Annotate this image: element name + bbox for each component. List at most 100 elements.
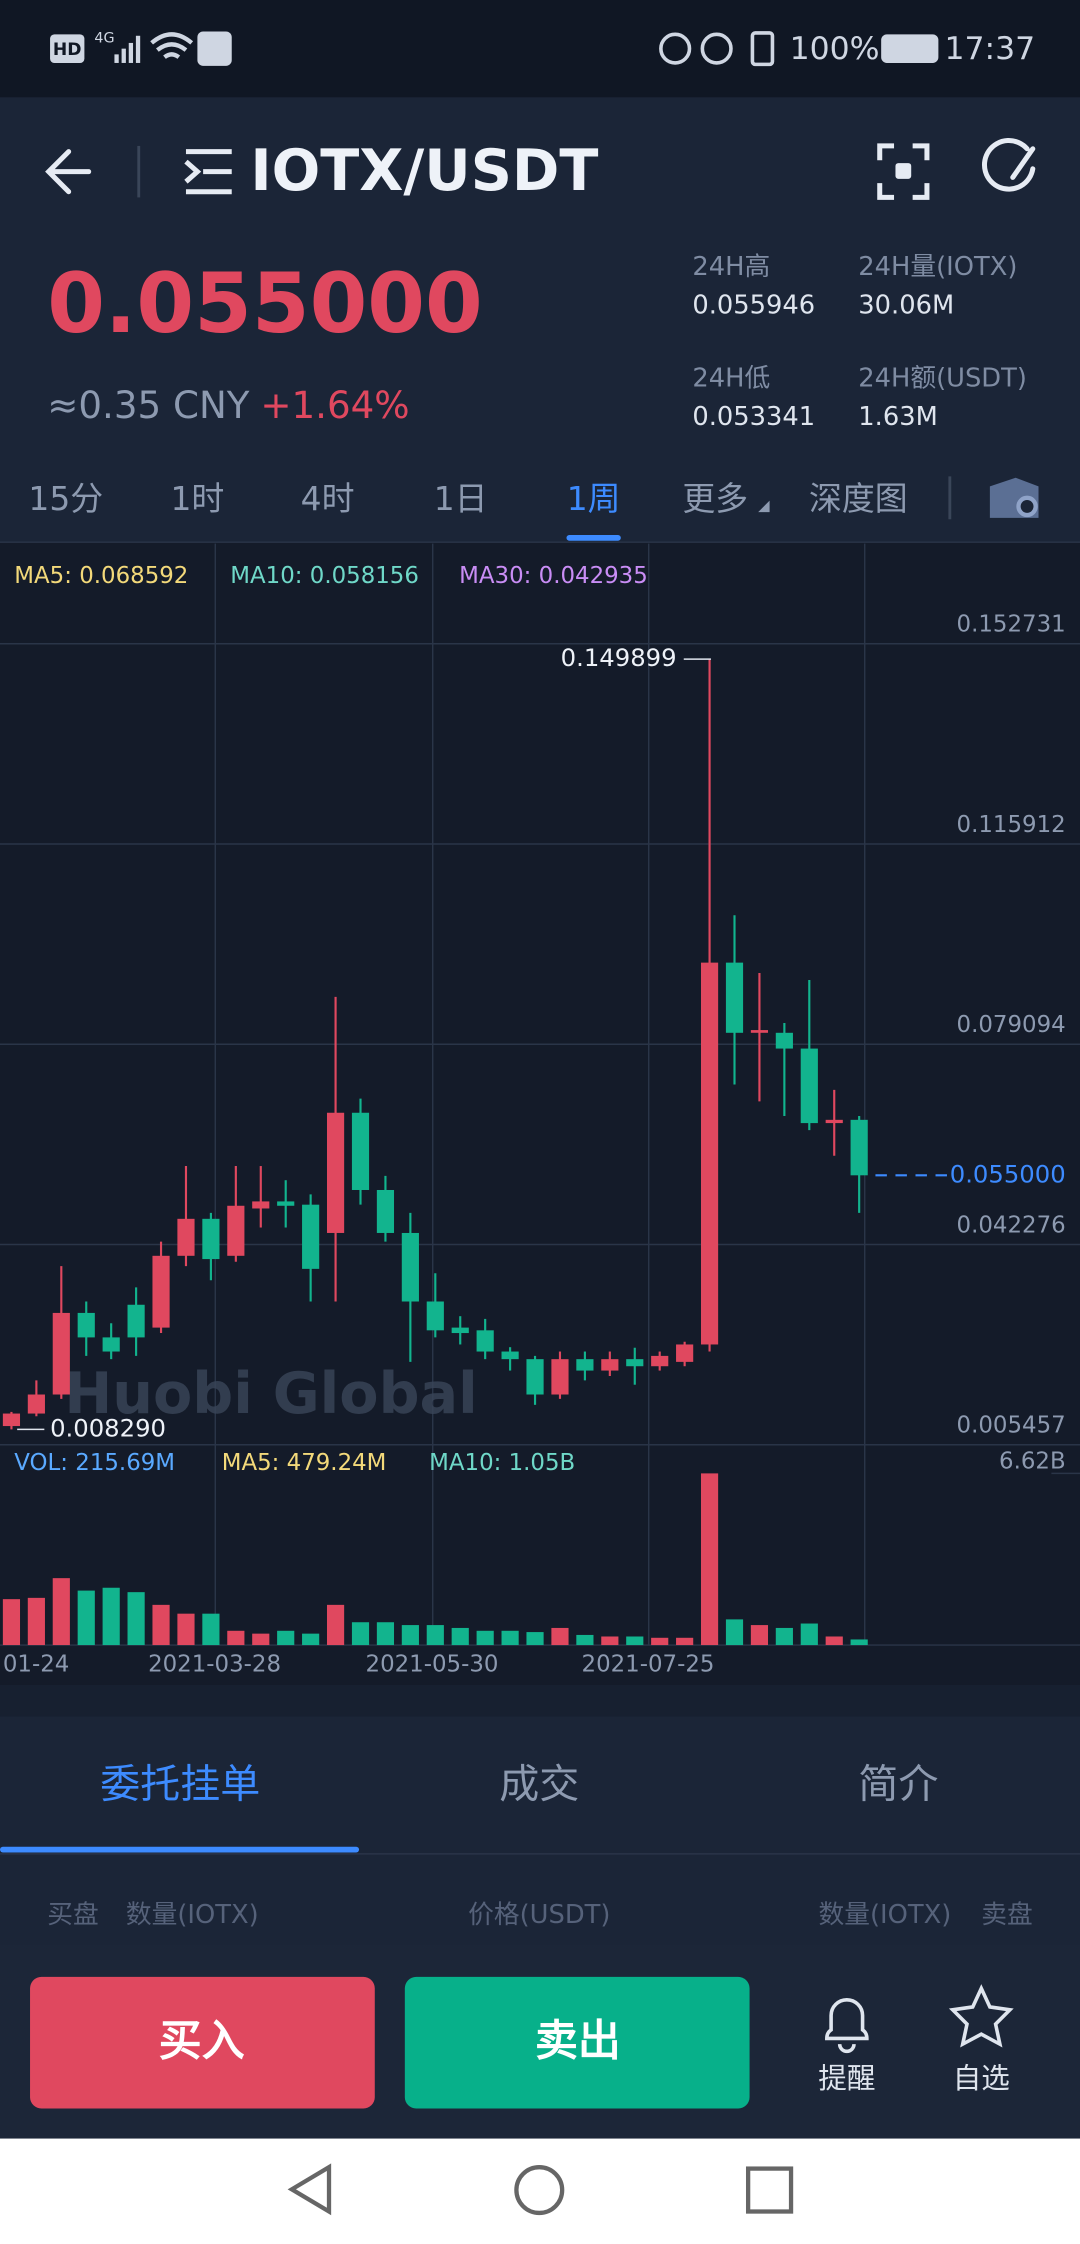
battery-icon bbox=[881, 34, 939, 63]
volume-bar bbox=[501, 1630, 519, 1646]
stat-label: 24H高 bbox=[692, 252, 770, 282]
stat-value: 0.055946 bbox=[692, 291, 815, 321]
spacer bbox=[0, 1685, 1080, 1717]
volume-tick-label: 6.62B bbox=[999, 1448, 1066, 1474]
candle-body bbox=[177, 1218, 195, 1256]
candle-body bbox=[775, 1032, 793, 1049]
x-tick-label: 2021-03-28 bbox=[148, 1652, 281, 1678]
candle-body bbox=[576, 1359, 594, 1371]
interval-tab[interactable]: 更多 bbox=[682, 479, 748, 518]
watermark: Huobi Global bbox=[64, 1361, 477, 1427]
candle-body bbox=[725, 962, 744, 1033]
buy-button[interactable] bbox=[30, 1976, 375, 2109]
volume-bar bbox=[127, 1592, 145, 1646]
battery-percent: 100% bbox=[790, 31, 880, 67]
favorite-button[interactable] bbox=[948, 1984, 1014, 2048]
alert-button[interactable] bbox=[825, 1998, 869, 2054]
interval-tab[interactable]: 1周 bbox=[567, 479, 621, 518]
y-tick-label: 0.115912 bbox=[957, 812, 1066, 838]
candle-body bbox=[127, 1304, 145, 1338]
volume-bar bbox=[576, 1634, 594, 1646]
order-col: 数量(IOTX) bbox=[126, 1900, 259, 1930]
menu-icon[interactable] bbox=[184, 149, 232, 195]
last-price-label: 0.055000 bbox=[950, 1159, 1066, 1188]
volume-bar bbox=[451, 1627, 469, 1646]
volume-bar bbox=[2, 1599, 21, 1646]
candle-body bbox=[676, 1344, 694, 1362]
nav-back[interactable] bbox=[287, 2163, 332, 2216]
vol-ma-label: MA5: 479.24M bbox=[222, 1450, 387, 1476]
interval-tab[interactable]: 1时 bbox=[170, 479, 224, 518]
candle-body bbox=[850, 1119, 868, 1176]
y-tick-label: 0.152731 bbox=[957, 612, 1066, 638]
vibrate-icon bbox=[750, 31, 775, 67]
candle-body bbox=[526, 1359, 544, 1395]
candle-body bbox=[376, 1189, 395, 1233]
volume-bar bbox=[177, 1613, 195, 1646]
interval-tab[interactable]: 深度图 bbox=[809, 479, 908, 518]
change: +1.64% bbox=[260, 383, 409, 427]
alarm-icon bbox=[700, 32, 733, 65]
gear bbox=[1016, 495, 1038, 518]
candle-body bbox=[551, 1359, 569, 1395]
volume-bar bbox=[227, 1630, 245, 1646]
volume-bar bbox=[351, 1622, 370, 1646]
order-col: 数量(IOTX) bbox=[819, 1900, 952, 1930]
interval-tab[interactable]: 15分 bbox=[28, 479, 103, 518]
sell-button[interactable] bbox=[404, 1976, 750, 2109]
volume-bar bbox=[277, 1630, 295, 1646]
stat-value: 1.63M bbox=[858, 402, 938, 432]
vol-ma-label: MA10: 1.05B bbox=[429, 1450, 575, 1476]
detail-tab[interactable]: 委托挂单 bbox=[100, 1762, 260, 1808]
nav-bar bbox=[0, 2138, 1080, 2244]
app-icon bbox=[197, 31, 232, 66]
candle-body bbox=[202, 1218, 220, 1260]
clock: 17:37 bbox=[945, 31, 1036, 67]
volume-bar bbox=[27, 1597, 45, 1646]
more-arrow bbox=[758, 500, 770, 513]
candle-body bbox=[277, 1201, 295, 1206]
order-col: 卖盘 bbox=[981, 1900, 1032, 1930]
volume-bar bbox=[326, 1604, 345, 1646]
candle-body bbox=[401, 1232, 419, 1302]
back-button[interactable] bbox=[45, 149, 92, 195]
ma-label: MA30: 0.042935 bbox=[459, 563, 648, 589]
interval-tab[interactable]: 1日 bbox=[434, 479, 488, 518]
volume-bar bbox=[700, 1473, 719, 1646]
chart-area bbox=[0, 542, 1080, 1686]
signal-icon bbox=[114, 35, 141, 63]
share-button[interactable] bbox=[982, 138, 1036, 192]
volume-bar bbox=[52, 1578, 70, 1646]
candle-body bbox=[102, 1337, 120, 1352]
volume-bar bbox=[800, 1623, 818, 1646]
order-col: 价格(USDT) bbox=[468, 1900, 610, 1930]
detail-tab[interactable]: 简介 bbox=[858, 1762, 938, 1808]
interval-tab[interactable]: 4时 bbox=[301, 479, 355, 518]
volume-bar bbox=[775, 1627, 793, 1646]
volume-bar bbox=[77, 1590, 95, 1646]
low-label: 0.008290 bbox=[50, 1413, 166, 1442]
ma-label: MA5: 0.068592 bbox=[14, 563, 188, 589]
candle-body bbox=[426, 1301, 444, 1331]
favorite-label: 自选 bbox=[953, 2061, 1010, 2095]
candle-body bbox=[227, 1205, 245, 1256]
candle-body bbox=[351, 1112, 370, 1190]
volume-bar bbox=[651, 1637, 669, 1646]
nav-recent[interactable] bbox=[745, 2166, 794, 2214]
volume-bar bbox=[825, 1636, 843, 1646]
volume-bar bbox=[302, 1633, 320, 1646]
nav-home[interactable] bbox=[514, 2165, 565, 2216]
alert-label: 提醒 bbox=[818, 2061, 875, 2095]
scan-button[interactable] bbox=[877, 143, 930, 200]
candle-body bbox=[77, 1312, 95, 1338]
volume-bar bbox=[102, 1587, 120, 1646]
candle-body bbox=[476, 1330, 494, 1352]
buy-text: 买入 bbox=[159, 2017, 245, 2067]
hd-box bbox=[50, 34, 85, 63]
high-label: 0.149899 bbox=[561, 643, 677, 672]
detail-tab[interactable]: 成交 bbox=[499, 1762, 579, 1808]
last-price: 0.055000 bbox=[47, 255, 483, 352]
candle-body bbox=[302, 1204, 320, 1269]
volume-bar bbox=[551, 1627, 569, 1646]
volume-bar bbox=[252, 1633, 270, 1646]
